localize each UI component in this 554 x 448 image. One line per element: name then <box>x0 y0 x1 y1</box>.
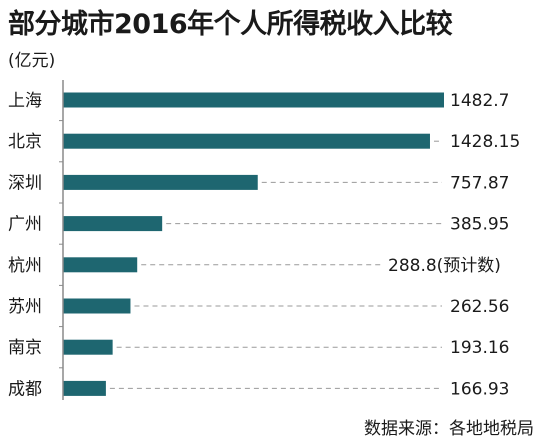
bar <box>63 380 106 396</box>
bar <box>63 92 444 108</box>
category-label: 深圳 <box>8 173 42 193</box>
value-label: 193.16 <box>450 338 509 358</box>
bar <box>63 257 138 273</box>
bar <box>63 216 163 232</box>
value-label: 385.95 <box>450 215 509 235</box>
category-label: 成都 <box>8 379 42 399</box>
bars-layer: 上海 1482.7 北京 1428.15 深圳 757.87 广州 385.95 杭州 288.8… <box>8 91 520 399</box>
category-label: 北京 <box>8 132 42 152</box>
data-source: 数据来源：各地地税局 <box>364 419 534 439</box>
value-label: 1428.15 <box>450 132 520 152</box>
category-label: 广州 <box>8 215 42 235</box>
chart-title: 部分城市2016年个人所得税收入比较 <box>8 9 453 40</box>
category-label: 南京 <box>8 338 42 358</box>
bar <box>63 339 113 355</box>
value-label: 288.8(预计数) <box>388 256 501 276</box>
unit-label: (亿元) <box>8 51 56 71</box>
value-label: 757.87 <box>450 173 509 193</box>
category-label: 苏州 <box>8 297 42 317</box>
category-label: 杭州 <box>8 256 42 276</box>
value-label: 166.93 <box>450 379 509 399</box>
value-label: 1482.7 <box>450 91 509 111</box>
bar <box>63 133 430 149</box>
bar <box>63 174 258 190</box>
category-label: 上海 <box>8 91 42 111</box>
bar <box>63 298 131 314</box>
value-label: 262.56 <box>450 297 509 317</box>
